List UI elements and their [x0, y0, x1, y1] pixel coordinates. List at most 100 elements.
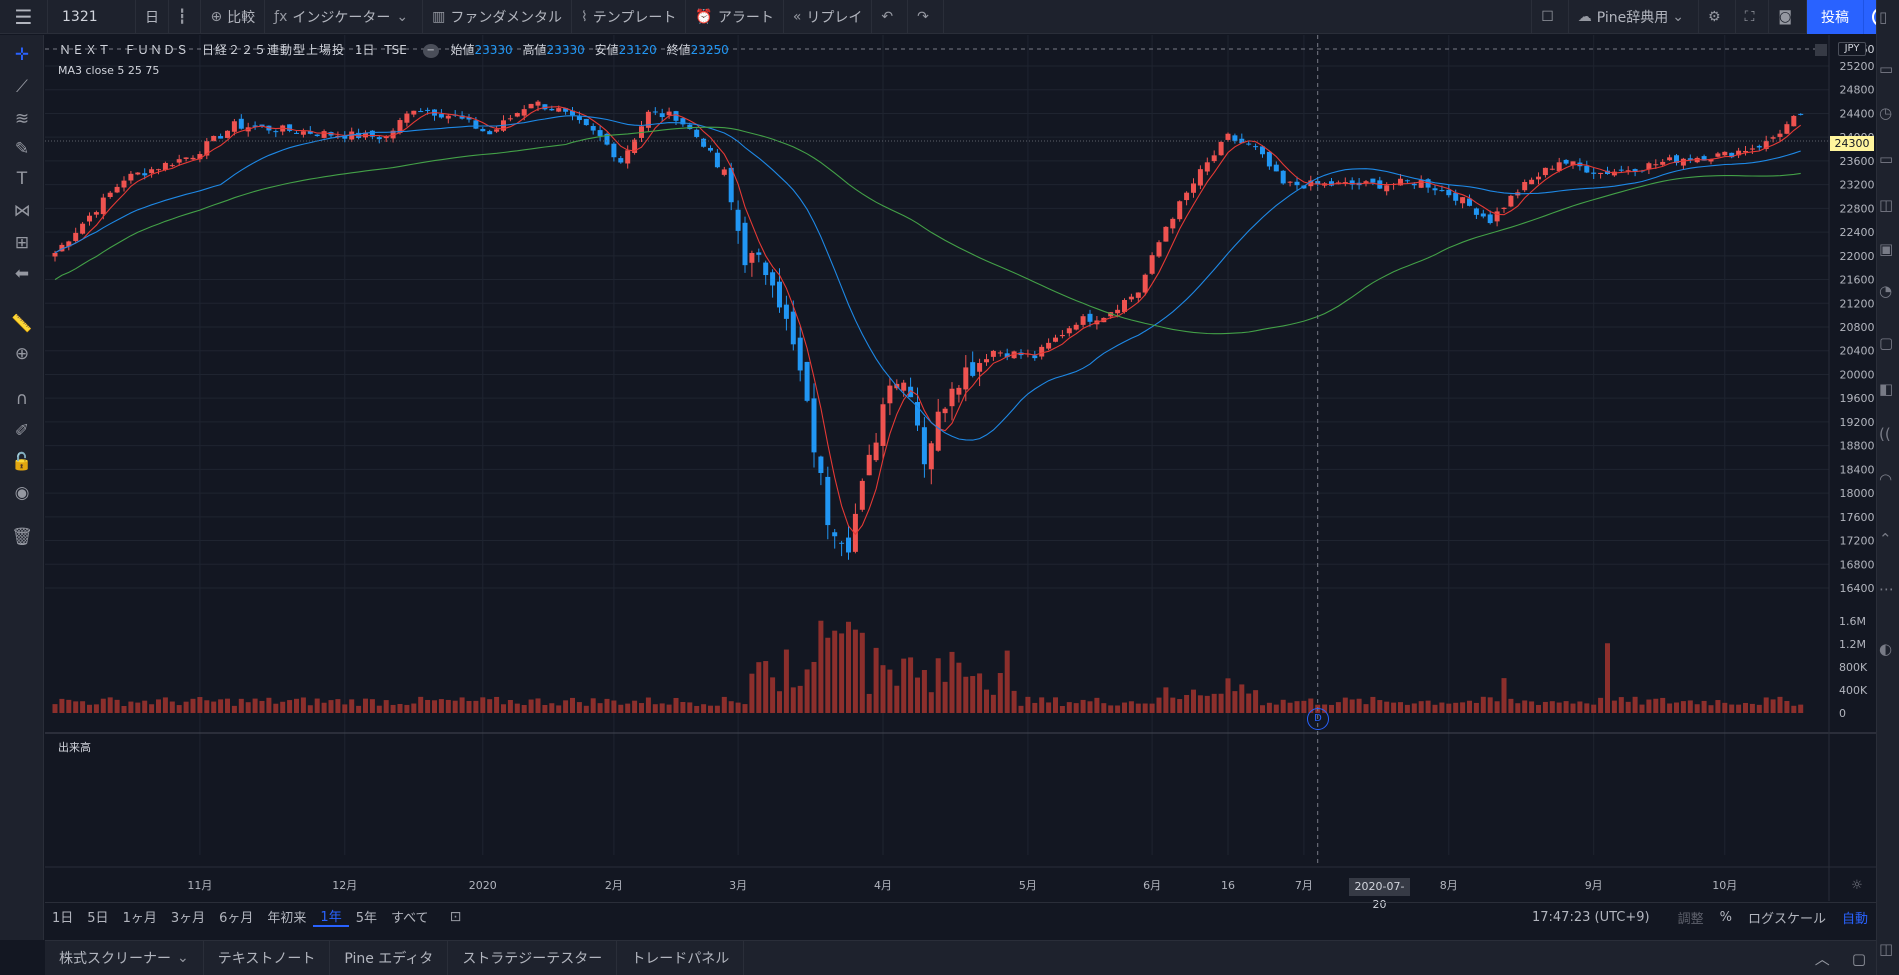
watchlist-icon[interactable]: ▯ [1879, 8, 1888, 26]
goto-date-icon[interactable]: ⊡ [449, 908, 462, 925]
range-button[interactable]: 6ヶ月 [219, 911, 254, 926]
chat-icon[interactable]: ◧ [1879, 380, 1894, 398]
ma-legend[interactable]: MA3 close 5 25 75 [58, 64, 160, 77]
hamburger-icon[interactable]: ☰ [0, 0, 48, 34]
volume-bar [66, 699, 72, 713]
layout-button[interactable]: ☐ [1531, 0, 1569, 34]
volume-bar [1715, 700, 1721, 713]
time-axis-label: 5月 [1019, 879, 1037, 892]
collapse-legend-icon[interactable]: − [422, 43, 439, 58]
volume-bar [1329, 704, 1334, 713]
eye-icon[interactable]: ◉ [14, 483, 30, 503]
news-icon[interactable]: ▢ [1879, 334, 1894, 352]
brush-icon[interactable]: ✎ [14, 139, 30, 159]
dividend-marker[interactable]: D [1307, 708, 1329, 730]
volume-bar [1480, 696, 1486, 713]
position-icon[interactable]: ⊞ [14, 233, 30, 253]
adjust-toggle[interactable]: 調整 [1677, 911, 1704, 927]
tab-text-notes[interactable]: テキストノート [204, 940, 331, 975]
list-icon[interactable]: ▭ [1879, 60, 1894, 78]
range-button[interactable]: 1日 [52, 911, 74, 926]
axis-settings-icon[interactable]: ☼ [1851, 878, 1863, 893]
volume-bar [445, 699, 451, 713]
tab-strategy-tester[interactable]: ストラテジーテスター [448, 940, 618, 975]
templates-button[interactable]: ⌇ テンプレート [572, 0, 687, 34]
candle-body [597, 130, 603, 136]
publish-button[interactable]: 投稿 [1807, 0, 1863, 34]
currency-badge[interactable]: JPY [1838, 42, 1866, 56]
range-button[interactable]: 5日 [87, 911, 109, 926]
indicators-button[interactable]: ƒx インジケーター ⌄ [265, 0, 424, 34]
redo-button[interactable]: ↷ [908, 0, 944, 34]
price-chart[interactable]: 2520024800244002400023600232002280022400… [45, 35, 1876, 901]
tab-pine-editor[interactable]: Pine エディタ [330, 940, 449, 975]
magnet-icon[interactable]: ∩ [15, 389, 29, 409]
fundamentals-button[interactable]: ▥ ファンダメンタル [423, 0, 572, 34]
interval-button[interactable]: 日 [136, 0, 169, 34]
settings-button[interactable]: ⚙ [1699, 0, 1736, 34]
corner-icon[interactable]: ◫ [1879, 940, 1894, 958]
broadcast-icon[interactable]: (( [1879, 425, 1891, 443]
tab-stock-screener[interactable]: 株式スクリーナー ⌄ [45, 940, 204, 975]
range-button[interactable]: すべて [390, 911, 429, 926]
alert-clock-icon[interactable]: ◷ [1879, 104, 1893, 122]
data-window-icon[interactable]: ▭ [1879, 150, 1894, 168]
cloud-layout-button[interactable]: ☁ Pine辞典用 ⌄ [1569, 0, 1700, 34]
hotlist-icon[interactable]: ◫ [1879, 196, 1894, 214]
chart-type-button[interactable]: ┇ [169, 0, 202, 34]
calendar-icon[interactable]: ▣ [1879, 240, 1894, 258]
text-icon[interactable]: T [16, 169, 28, 189]
volume-bar [708, 705, 713, 713]
candle-body [204, 141, 210, 156]
log-scale-toggle[interactable]: ログスケール [1747, 911, 1826, 927]
more-icon[interactable]: ⋯ [1879, 580, 1894, 598]
range-button[interactable]: 3ヶ月 [170, 911, 206, 926]
signal-icon[interactable]: ⌃ [1879, 530, 1892, 548]
clock[interactable]: 17:47:23 (UTC+9) [1531, 909, 1650, 925]
candle-body [376, 137, 382, 140]
ideas-icon[interactable]: ◔ [1879, 282, 1893, 300]
symbol-search-input[interactable]: 1321 [48, 0, 136, 34]
chevron-up-icon[interactable]: ︿ [1814, 950, 1830, 968]
auto-scale-toggle[interactable]: 自動 [1841, 911, 1868, 927]
range-button[interactable]: 年初来 [267, 911, 307, 926]
range-button[interactable]: 1ヶ月 [122, 911, 157, 926]
add-alert-icon[interactable] [1815, 44, 1827, 56]
replay-button[interactable]: «リプレイ [784, 0, 873, 34]
volume-bar [1411, 703, 1417, 713]
tab-trading-panel[interactable]: トレードパネル [617, 940, 745, 975]
candle-body [1729, 152, 1735, 158]
trash-icon[interactable]: 🗑 [11, 527, 33, 547]
candle-body [928, 443, 934, 470]
lock-pencil-icon[interactable]: ✐ [14, 421, 30, 441]
volume-legend[interactable]: 出来高 [58, 741, 91, 754]
undo-button[interactable]: ↶ [872, 0, 909, 34]
fib-icon[interactable]: ≋ [14, 109, 30, 129]
range-button[interactable]: 5年 [355, 911, 377, 926]
fullscreen-button[interactable]: ⛶ [1736, 0, 1770, 34]
alert-button[interactable]: ⏰ アラート [686, 0, 784, 34]
help-icon[interactable]: ◐ [1879, 640, 1893, 658]
candle-body [1073, 324, 1079, 330]
notifications-icon[interactable]: ◠ [1879, 470, 1893, 488]
arrow-left-icon[interactable]: ⬅ [14, 264, 30, 284]
crosshair-icon[interactable]: ✛ [14, 45, 30, 65]
candle-body [1743, 151, 1748, 153]
range-button[interactable]: 1年 [313, 906, 349, 927]
snapshot-button[interactable]: ◙ [1769, 0, 1807, 34]
pattern-icon[interactable]: ⋈ [13, 201, 31, 221]
percent-toggle[interactable]: % [1719, 909, 1732, 925]
alarm-clock-icon: ⏰ [695, 8, 713, 25]
candle-body [1618, 169, 1624, 171]
ruler-icon[interactable]: 📏 [11, 314, 33, 334]
compare-button[interactable]: ⊕ 比較 [201, 0, 266, 34]
candle-body [176, 159, 182, 163]
candle-body [997, 352, 1003, 354]
trend-line-icon[interactable]: ⟋ [16, 77, 28, 97]
zoom-in-icon[interactable]: ⊕ [14, 344, 30, 364]
volume-bar [1018, 705, 1024, 713]
unlock-icon[interactable]: 🔓 [11, 452, 33, 472]
price-axis-label: 24800 [1840, 84, 1875, 97]
maximize-icon[interactable]: ▢ [1851, 949, 1866, 968]
symbol-interval: 1日 [354, 43, 375, 57]
